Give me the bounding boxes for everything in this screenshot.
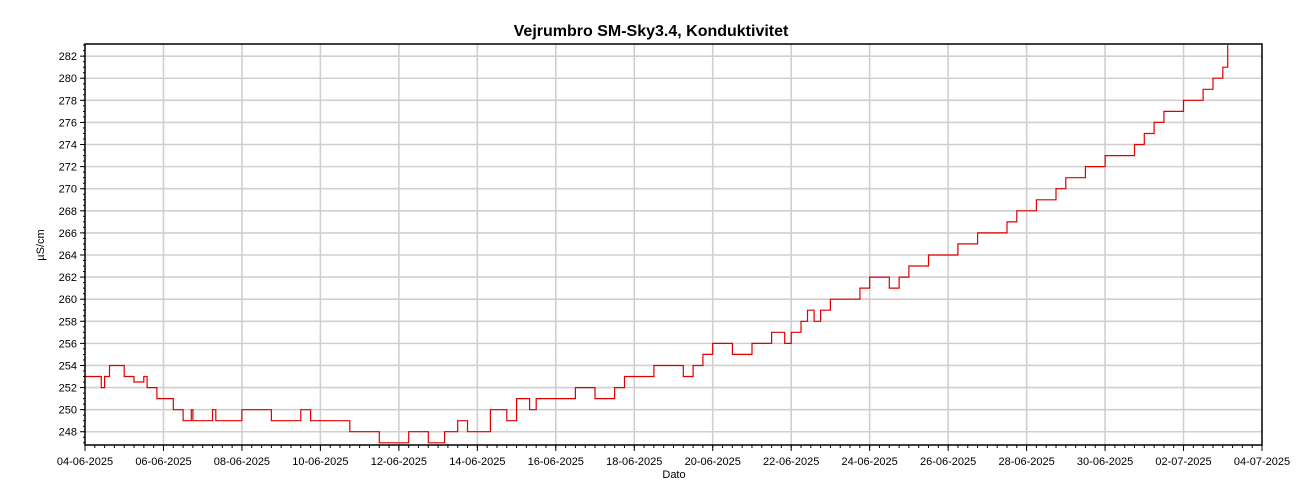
x-tick-label: 10-06-2025 (292, 456, 348, 468)
y-tick-label: 252 (59, 383, 77, 395)
x-tick-label: 24-06-2025 (842, 456, 898, 468)
y-tick-label: 274 (59, 140, 77, 152)
y-tick-label: 272 (59, 162, 77, 174)
y-tick-label: 258 (59, 316, 77, 328)
series-line-0 (85, 45, 1229, 444)
y-tick-label: 250 (59, 405, 77, 417)
y-tick-label: 248 (59, 427, 77, 439)
x-tick-label: 22-06-2025 (763, 456, 819, 468)
x-tick-label: 26-06-2025 (920, 456, 976, 468)
x-tick-label: 08-06-2025 (214, 456, 270, 468)
y-axis-label: µS/cm (35, 229, 47, 260)
series-layer (85, 45, 1229, 444)
y-tick-label: 266 (59, 228, 77, 240)
x-tick-label: 12-06-2025 (371, 456, 427, 468)
y-tick-label: 256 (59, 338, 77, 350)
y-tick-label: 254 (59, 360, 77, 372)
y-tick-label: 278 (59, 95, 77, 107)
y-tick-label: 262 (59, 272, 77, 284)
y-tick-label: 268 (59, 206, 77, 218)
y-tick-label: 280 (59, 73, 77, 85)
x-tick-label: 02-07-2025 (1155, 456, 1211, 468)
chart-title: Vejrumbro SM-Sky3.4, Konduktivitet (514, 23, 789, 40)
y-tick-label: 260 (59, 294, 77, 306)
axis-ticks (80, 44, 1263, 451)
x-tick-label: 30-06-2025 (1077, 456, 1133, 468)
tick-labels: 04-06-2025 06-06-2025 08-06-2025 10-06-2025… (57, 51, 1290, 468)
y-tick-label: 282 (59, 51, 77, 63)
x-tick-label: 04-06-2025 (57, 456, 113, 468)
x-tick-label: 16-06-2025 (528, 456, 584, 468)
x-axis-label: Dato (662, 469, 685, 481)
x-tick-label: 18-06-2025 (606, 456, 662, 468)
grid-lines (85, 44, 1262, 445)
plot-frame (84, 43, 1263, 446)
y-tick-label: 264 (59, 250, 77, 262)
x-tick-label: 04-07-2025 (1234, 456, 1290, 468)
x-tick-label: 14-06-2025 (449, 456, 505, 468)
x-tick-label: 28-06-2025 (998, 456, 1054, 468)
x-tick-label: 20-06-2025 (685, 456, 741, 468)
y-tick-label: 270 (59, 184, 77, 196)
x-tick-label: 06-06-2025 (135, 456, 191, 468)
y-tick-label: 276 (59, 117, 77, 129)
